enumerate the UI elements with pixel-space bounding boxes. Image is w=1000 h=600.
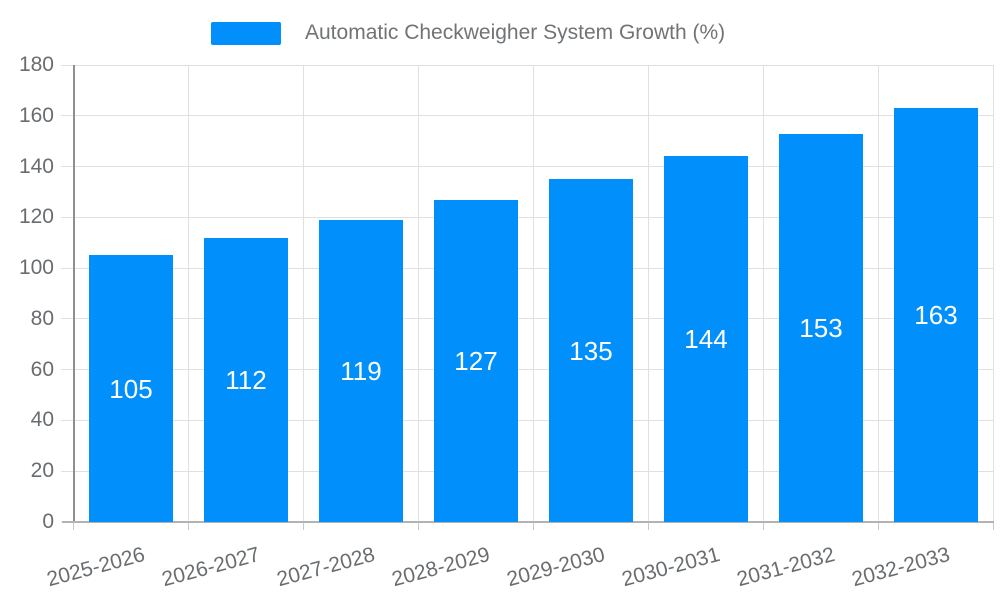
y-axis-tick xyxy=(61,216,73,218)
gridline-vertical xyxy=(303,65,304,522)
bar-value-label: 163 xyxy=(914,300,958,331)
x-axis-tick xyxy=(993,523,994,530)
x-axis-label: 2027-2028 xyxy=(273,543,377,592)
y-axis-tick xyxy=(61,419,73,421)
bar-value-label: 105 xyxy=(109,373,153,404)
gridline-vertical xyxy=(533,65,534,522)
gridline-vertical xyxy=(993,65,994,522)
bar-value-label: 127 xyxy=(454,345,498,376)
y-axis-label: 20 xyxy=(30,459,54,483)
x-axis-label: 2031-2032 xyxy=(733,543,837,592)
bar-value-label: 112 xyxy=(225,364,267,395)
x-axis-tick xyxy=(73,523,74,530)
bar-2032-2033[interactable] xyxy=(894,108,978,522)
y-axis-tick xyxy=(61,64,73,66)
x-axis-label: 2029-2030 xyxy=(503,543,607,592)
y-axis-tick xyxy=(61,470,73,472)
legend-label: Automatic Checkweigher System Growth (%) xyxy=(305,21,726,44)
x-axis-tick xyxy=(878,523,879,530)
x-axis-label: 2026-2027 xyxy=(158,543,262,592)
x-axis-label: 2032-2033 xyxy=(848,543,952,592)
y-axis-label: 40 xyxy=(30,408,54,432)
y-axis-label: 120 xyxy=(18,205,54,229)
bar-2026-2027[interactable] xyxy=(204,237,288,522)
x-axis-label: 2030-2031 xyxy=(618,543,722,592)
gridline-vertical xyxy=(188,65,189,522)
y-axis-label: 80 xyxy=(30,306,54,330)
y-axis-label: 100 xyxy=(18,256,54,280)
x-axis-label: 2028-2029 xyxy=(388,543,492,592)
x-axis-tick xyxy=(533,523,534,530)
x-axis-line xyxy=(61,521,994,523)
legend-color-swatch xyxy=(211,21,281,45)
y-axis-label: 0 xyxy=(42,510,54,533)
y-axis-label: 140 xyxy=(18,154,54,178)
y-axis-label: 60 xyxy=(30,357,54,381)
bar-value-label: 119 xyxy=(340,355,382,386)
x-axis-tick xyxy=(303,523,304,530)
bar-2029-2030[interactable] xyxy=(549,179,633,522)
y-axis-label: 180 xyxy=(18,53,54,76)
x-axis-tick xyxy=(418,523,419,530)
x-axis-tick xyxy=(648,523,649,530)
chart-legend[interactable]: Automatic Checkweigher System Growth (%) xyxy=(211,21,725,45)
bar-2025-2026[interactable] xyxy=(89,255,173,522)
bar-2028-2029[interactable] xyxy=(434,199,518,522)
y-axis-tick xyxy=(61,369,73,371)
gridline-vertical xyxy=(763,65,764,522)
bar-2030-2031[interactable] xyxy=(664,156,748,522)
x-axis-tick xyxy=(188,523,189,530)
y-axis-line xyxy=(72,65,75,522)
bar-2027-2028[interactable] xyxy=(319,219,403,522)
y-axis-tick xyxy=(61,318,73,320)
y-axis-tick xyxy=(61,115,73,117)
x-axis-tick xyxy=(763,523,764,530)
bar-value-label: 135 xyxy=(569,335,613,366)
gridline-vertical xyxy=(648,65,649,522)
bar-value-label: 153 xyxy=(799,312,843,343)
x-axis-label: 2025-2026 xyxy=(43,543,147,592)
gridline-vertical xyxy=(418,65,419,522)
bar-2031-2032[interactable] xyxy=(779,133,863,522)
y-axis-tick xyxy=(61,267,73,269)
bar-value-label: 144 xyxy=(684,324,728,355)
y-axis-tick xyxy=(61,166,73,168)
gridline-vertical xyxy=(878,65,879,522)
y-axis-label: 160 xyxy=(18,103,54,127)
